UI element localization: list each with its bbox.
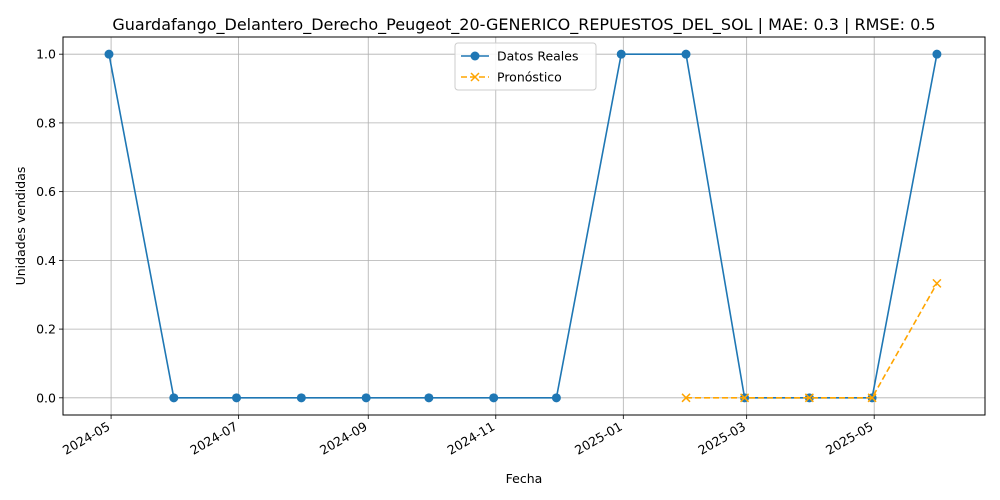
series-line	[108, 53, 938, 399]
legend-item: Pronóstico	[461, 70, 562, 85]
y-tick-label: 0.0	[36, 390, 56, 405]
data-point	[424, 393, 434, 403]
series-line	[686, 282, 938, 399]
legend-item: Datos Reales	[461, 49, 578, 64]
chart-title: Guardafango_Delantero_Derecho_Peugeot_20…	[112, 15, 935, 35]
y-tick-label: 1.0	[36, 47, 56, 62]
data-point	[361, 393, 371, 403]
y-tick-label: 0.4	[36, 253, 56, 268]
legend-label: Pronóstico	[497, 70, 562, 85]
x-tick-label: 2025-01	[572, 419, 625, 458]
x-tick-label: 2025-05	[823, 419, 876, 458]
legend-marker	[470, 72, 480, 82]
data-point	[104, 49, 114, 59]
y-tick-label: 0.8	[36, 115, 56, 130]
y-tick-label: 0.2	[36, 322, 56, 337]
x-tick-label: 2024-07	[187, 419, 240, 458]
data-point	[804, 393, 814, 403]
data-point	[169, 393, 179, 403]
x-tick-label: 2024-11	[445, 419, 498, 458]
data-point	[296, 393, 306, 403]
data-point	[740, 393, 750, 403]
x-tick-label: 2025-03	[695, 419, 748, 458]
data-point	[932, 49, 942, 59]
x-tick-label: 2024-09	[317, 419, 370, 458]
data-point	[616, 49, 626, 59]
data-point	[232, 393, 242, 403]
legend-box	[454, 42, 597, 91]
grid-lines	[63, 37, 985, 415]
legend-marker	[470, 51, 480, 61]
data-point	[551, 393, 561, 403]
x-axis-label: Fecha	[506, 471, 543, 486]
data-point	[681, 49, 691, 59]
data-point	[867, 393, 877, 403]
series-pronostico	[681, 278, 942, 403]
x-tick-label: 2024-05	[60, 419, 113, 458]
legend: Datos Reales Pronóstico	[454, 42, 597, 91]
data-point	[489, 393, 499, 403]
series-layer	[104, 49, 942, 403]
data-point	[681, 393, 691, 403]
series-datos-reales	[104, 49, 942, 403]
axis-ticks: 0.0 0.2 0.4 0.6 0.8 1.0 2024-05 2024-07 2024-09 2…	[36, 47, 876, 458]
legend-label: Datos Reales	[497, 49, 578, 64]
data-point	[932, 278, 942, 288]
y-axis-label: Unidades vendidas	[13, 167, 28, 286]
plot-frame	[62, 36, 986, 416]
y-tick-label: 0.6	[36, 184, 56, 199]
